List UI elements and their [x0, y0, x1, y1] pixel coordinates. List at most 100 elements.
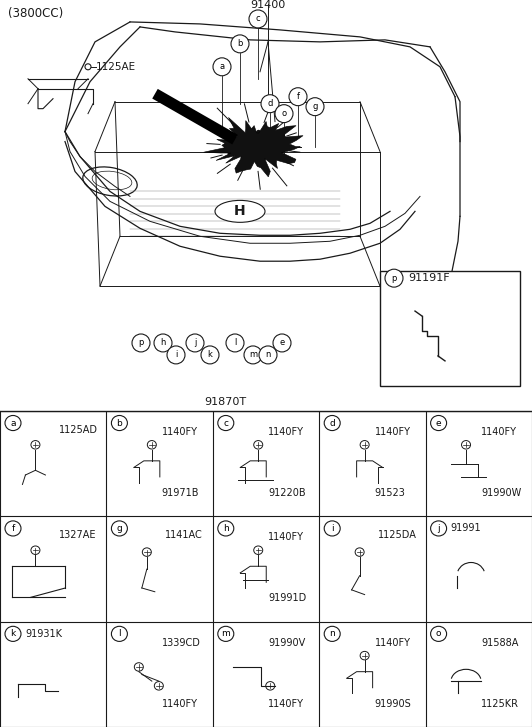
Text: 1140FY: 1140FY	[162, 699, 198, 709]
Text: k: k	[207, 350, 212, 359]
Text: m: m	[249, 350, 257, 359]
Text: 1140FY: 1140FY	[375, 427, 411, 437]
Text: 1140FY: 1140FY	[268, 427, 304, 437]
Circle shape	[275, 105, 293, 123]
Circle shape	[289, 88, 307, 105]
Circle shape	[111, 415, 127, 430]
Text: c: c	[256, 15, 260, 23]
Circle shape	[132, 334, 150, 352]
Text: e: e	[279, 339, 285, 348]
Circle shape	[256, 130, 261, 134]
Text: 1140FY: 1140FY	[162, 427, 198, 437]
Circle shape	[218, 521, 234, 536]
Circle shape	[213, 58, 231, 76]
Polygon shape	[204, 118, 303, 177]
Text: 91991D: 91991D	[268, 593, 306, 603]
Text: h: h	[223, 524, 229, 533]
Text: 1125KR: 1125KR	[481, 699, 519, 709]
Text: 91931K: 91931K	[25, 629, 62, 639]
Circle shape	[228, 150, 232, 156]
Text: d: d	[267, 99, 273, 108]
Text: H: H	[234, 204, 246, 218]
Text: p: p	[392, 273, 397, 283]
Circle shape	[154, 334, 172, 352]
Text: (3800CC): (3800CC)	[8, 7, 63, 20]
Text: f: f	[11, 524, 14, 533]
Circle shape	[111, 626, 127, 641]
Circle shape	[231, 35, 249, 53]
Text: 1125AE: 1125AE	[96, 62, 136, 72]
Circle shape	[261, 95, 279, 113]
Text: n: n	[265, 350, 271, 359]
Text: 91588A: 91588A	[481, 638, 518, 648]
Text: k: k	[11, 630, 15, 638]
Circle shape	[271, 149, 277, 154]
Circle shape	[5, 626, 21, 641]
Circle shape	[324, 626, 340, 641]
Circle shape	[246, 157, 251, 161]
Text: 91971B: 91971B	[162, 488, 199, 498]
Text: i: i	[331, 524, 334, 533]
Text: o: o	[281, 109, 287, 119]
Text: o: o	[436, 630, 442, 638]
Text: 91991: 91991	[451, 523, 481, 534]
Text: 1140FY: 1140FY	[268, 532, 304, 542]
Text: j: j	[194, 339, 196, 348]
Circle shape	[111, 521, 127, 536]
Text: d: d	[329, 419, 335, 427]
Circle shape	[385, 269, 403, 287]
Text: 1327AE: 1327AE	[59, 530, 96, 540]
Text: a: a	[219, 63, 225, 71]
Text: 1140FY: 1140FY	[375, 638, 411, 648]
Text: 1140FY: 1140FY	[481, 427, 517, 437]
Text: g: g	[312, 103, 318, 111]
Circle shape	[218, 626, 234, 641]
Text: f: f	[296, 92, 300, 101]
Text: 1141AC: 1141AC	[165, 530, 203, 540]
Circle shape	[235, 129, 240, 134]
Circle shape	[430, 415, 446, 430]
Circle shape	[244, 346, 262, 364]
Text: c: c	[223, 419, 228, 427]
Circle shape	[306, 97, 324, 116]
Text: h: h	[160, 339, 165, 348]
Text: 1140FY: 1140FY	[268, 699, 304, 709]
Text: 91523: 91523	[375, 488, 405, 498]
Text: 1125DA: 1125DA	[378, 530, 417, 540]
Circle shape	[5, 521, 21, 536]
Circle shape	[259, 346, 277, 364]
Circle shape	[226, 334, 244, 352]
Text: e: e	[436, 419, 442, 427]
Text: m: m	[221, 630, 230, 638]
Ellipse shape	[215, 201, 265, 222]
Text: 91990V: 91990V	[268, 638, 305, 648]
Circle shape	[5, 415, 21, 430]
Text: 1339CD: 1339CD	[162, 638, 201, 648]
Circle shape	[269, 137, 274, 142]
Text: l: l	[118, 630, 121, 638]
Text: 91220B: 91220B	[268, 488, 306, 498]
FancyBboxPatch shape	[380, 271, 520, 386]
Circle shape	[430, 521, 446, 536]
Text: l: l	[234, 339, 236, 348]
Text: 91870T: 91870T	[204, 397, 246, 407]
Text: 91990W: 91990W	[481, 488, 521, 498]
Text: n: n	[329, 630, 335, 638]
Circle shape	[324, 415, 340, 430]
Circle shape	[249, 10, 267, 28]
Circle shape	[261, 155, 266, 160]
Text: a: a	[10, 419, 16, 427]
Circle shape	[430, 626, 446, 641]
Text: 91191F: 91191F	[408, 273, 450, 283]
Text: j: j	[437, 524, 440, 533]
Circle shape	[273, 334, 291, 352]
Circle shape	[201, 346, 219, 364]
Circle shape	[167, 346, 185, 364]
Circle shape	[218, 415, 234, 430]
Text: 91990S: 91990S	[375, 699, 411, 709]
Circle shape	[186, 334, 204, 352]
Text: g: g	[117, 524, 122, 533]
Text: i: i	[175, 350, 177, 359]
Text: p: p	[138, 339, 144, 348]
Circle shape	[324, 521, 340, 536]
